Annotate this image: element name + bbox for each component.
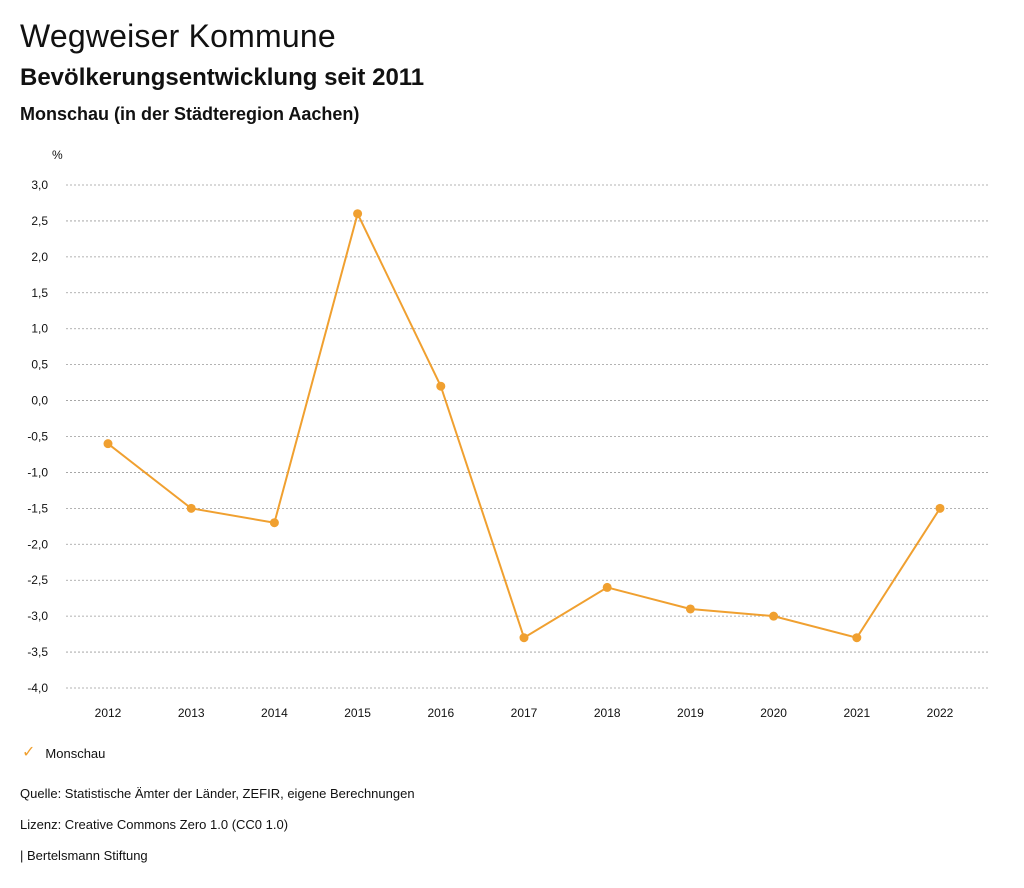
- license-note: Lizenz: Creative Commons Zero 1.0 (CC0 1…: [20, 817, 289, 832]
- check-icon[interactable]: ✓: [22, 744, 36, 761]
- y-tick-label: 0,5: [31, 358, 48, 372]
- y-tick-label: -1,5: [27, 501, 48, 515]
- data-point[interactable]: [186, 503, 196, 513]
- region-label: Monschau (in der Städteregion Aachen): [20, 104, 360, 124]
- data-point[interactable]: [935, 503, 945, 513]
- series-monschau: [103, 209, 945, 643]
- legend-label-monschau: Monschau: [45, 745, 106, 761]
- x-tick-label: 2014: [261, 706, 288, 720]
- x-tick-label: 2017: [511, 706, 538, 720]
- x-tick-label: 2012: [95, 706, 122, 720]
- y-tick-label: -2,5: [27, 573, 48, 587]
- data-point[interactable]: [519, 633, 529, 643]
- y-axis-unit-label: %: [52, 148, 63, 162]
- data-point[interactable]: [685, 604, 695, 614]
- y-tick-label: 3,0: [31, 178, 48, 192]
- y-tick-label: -0,5: [27, 430, 48, 444]
- data-point[interactable]: [769, 611, 779, 621]
- grid-lines: [66, 184, 990, 689]
- x-tick-label: 2016: [427, 706, 454, 720]
- line-chart: % 3,0 2,5 2,0 1,5 1,0 0,5 0,0 -0,5 -1,0 -1,5 -2,0 -…: [27, 148, 990, 720]
- x-tick-label: 2021: [843, 706, 870, 720]
- publisher-note: | Bertelsmann Stiftung: [20, 848, 148, 863]
- page-title: Wegweiser Kommune: [20, 18, 336, 54]
- y-axis-ticks: 3,0 2,5 2,0 1,5 1,0 0,5 0,0 -0,5 -1,0 -1,5 -2,0 -2,…: [27, 178, 48, 695]
- data-point[interactable]: [353, 209, 363, 219]
- data-point[interactable]: [436, 381, 446, 391]
- chart-subtitle: Bevölkerungsentwicklung seit 2011: [20, 64, 425, 91]
- chart-legend[interactable]: ✓ Monschau: [22, 745, 105, 761]
- y-tick-label: -3,5: [27, 645, 48, 659]
- y-tick-label: 1,5: [31, 286, 48, 300]
- y-tick-label: 2,0: [31, 250, 48, 264]
- y-tick-label: 2,5: [31, 214, 48, 228]
- y-tick-label: 0,0: [31, 394, 48, 408]
- y-tick-label: -1,0: [27, 465, 48, 479]
- y-tick-label: -3,0: [27, 609, 48, 623]
- y-tick-label: 1,0: [31, 322, 48, 336]
- x-tick-label: 2015: [344, 706, 371, 720]
- x-tick-label: 2019: [677, 706, 704, 720]
- data-point[interactable]: [269, 518, 279, 528]
- source-note: Quelle: Statistische Ämter der Länder, Z…: [20, 786, 415, 801]
- data-point[interactable]: [103, 439, 113, 449]
- x-tick-label: 2013: [178, 706, 205, 720]
- data-point[interactable]: [852, 633, 862, 643]
- x-tick-label: 2020: [760, 706, 787, 720]
- x-tick-label: 2018: [594, 706, 621, 720]
- y-tick-label: -2,0: [27, 537, 48, 551]
- x-tick-label: 2022: [927, 706, 954, 720]
- data-point[interactable]: [602, 582, 612, 592]
- y-tick-label: -4,0: [27, 681, 48, 695]
- x-axis-ticks: 2012 2013 2014 2015 2016 2017 2018 2019 2020 2021…: [95, 706, 954, 720]
- series-line: [107, 210, 941, 640]
